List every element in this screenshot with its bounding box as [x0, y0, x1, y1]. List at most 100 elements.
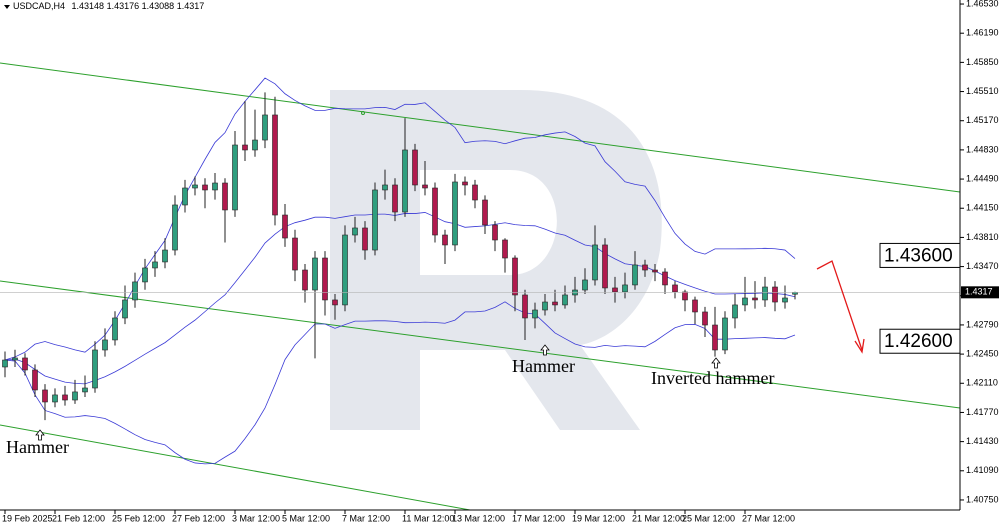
- candle-body: [602, 244, 608, 289]
- candle-body: [132, 281, 138, 301]
- candle-body: [302, 269, 308, 291]
- candle-body: [472, 184, 478, 201]
- candle-body: [662, 271, 668, 286]
- candle-body: [32, 369, 38, 391]
- x-tick-label: 25 Mar 12:00: [682, 513, 735, 523]
- candle-body: [112, 317, 118, 341]
- candle-body: [322, 257, 328, 301]
- candle-body: [122, 299, 128, 319]
- candle-body: [422, 184, 428, 189]
- candle-body: [312, 257, 318, 291]
- candle-body: [352, 227, 358, 236]
- level-label: 1.42600: [884, 331, 953, 352]
- candle-body: [552, 301, 558, 306]
- annotation: Inverted hammer: [651, 368, 774, 388]
- candle-body: [272, 114, 278, 216]
- x-tick-label: 7 Mar 12:00: [342, 513, 390, 523]
- candle-body: [62, 394, 68, 401]
- y-tick-label: 1.44830: [966, 144, 999, 154]
- candle-body: [42, 389, 48, 403]
- x-tick-label: 27 Mar 12:00: [742, 513, 795, 523]
- x-tick-label: 11 Mar 12:00: [402, 513, 454, 523]
- x-tick-label: 3 Mar 12:00: [232, 513, 280, 523]
- candle-body: [632, 264, 638, 286]
- x-tick-label: 27 Feb 12:00: [172, 513, 225, 523]
- header: USDCAD,H4 1.43148 1.43176 1.43088 1.4317: [13, 1, 204, 11]
- y-tick-label: 1.46190: [966, 28, 999, 38]
- open-value: 1.43148: [72, 1, 105, 11]
- candle-body: [562, 294, 568, 306]
- candle-body: [52, 394, 58, 403]
- candle-body: [342, 234, 348, 306]
- candle-body: [242, 144, 248, 151]
- candle-body: [2, 359, 8, 368]
- candle-body: [402, 149, 408, 213]
- candle-body: [772, 286, 778, 303]
- price-label-box: [961, 286, 999, 299]
- x-tick-label: 19 Mar 12:00: [572, 513, 625, 523]
- candle-body: [222, 182, 228, 211]
- annotation: Hammer: [6, 437, 69, 457]
- candle-body: [532, 309, 538, 319]
- price-label: 1.4317: [965, 287, 993, 297]
- candle-body: [142, 267, 148, 283]
- x-tick-label: 25 Feb 12:00: [112, 513, 165, 523]
- candle-body: [692, 299, 698, 313]
- x-tick-label: 5 Mar 12:00: [282, 513, 330, 523]
- annotation-arrow: [35, 429, 45, 441]
- candle-body: [362, 227, 368, 251]
- x-tick-label: 21 Mar 12:00: [632, 513, 685, 523]
- x-tick-label: 17 Mar 12:00: [512, 513, 565, 523]
- channel-line: [0, 62, 961, 193]
- menu-icon[interactable]: [4, 5, 10, 9]
- candle-body: [12, 357, 18, 361]
- candle-body: [722, 317, 728, 351]
- candle-body: [82, 387, 88, 393]
- y-tick-label: 1.46530: [966, 0, 999, 8]
- candle-body: [642, 264, 648, 271]
- candle-body: [652, 269, 658, 273]
- y-tick-label: 1.43470: [966, 261, 999, 271]
- plot: [0, 77, 960, 465]
- candle-body: [92, 349, 98, 389]
- candle-body: [372, 189, 378, 251]
- candle-body: [702, 311, 708, 326]
- close-value: 1.4317: [177, 1, 205, 11]
- candle-body: [502, 239, 508, 259]
- candle-body: [292, 237, 298, 271]
- y-tick-label: 1.45510: [966, 86, 999, 96]
- candle-body: [782, 297, 788, 303]
- x-tick-label: 13 Mar 12:00: [452, 513, 505, 523]
- y-tick-label: 1.43810: [966, 232, 999, 242]
- candle-body: [492, 224, 498, 241]
- candle-body: [282, 214, 288, 239]
- y-tick-label: 1.41770: [966, 407, 999, 417]
- y-tick-label: 1.44150: [966, 203, 999, 213]
- candle-body: [382, 184, 388, 191]
- candle-body: [582, 279, 588, 291]
- anchor-point: [361, 111, 365, 115]
- annotation: Hammer: [512, 356, 575, 376]
- bollinger-lower: [4, 301, 796, 465]
- candle-body: [712, 324, 718, 351]
- channel-line: [0, 424, 471, 511]
- candle-body: [672, 284, 678, 293]
- forecast-arrowhead: [854, 338, 865, 354]
- level-box: [879, 328, 961, 354]
- candle-body: [612, 287, 618, 293]
- candle-body: [212, 182, 218, 191]
- candle-body: [752, 297, 758, 301]
- y-tick-label: 1.45850: [966, 57, 999, 67]
- candle-body: [72, 391, 78, 401]
- y-tick-label: 1.42790: [966, 319, 999, 329]
- channel-line: [0, 280, 961, 409]
- candle-body: [542, 301, 548, 311]
- symbol: USDCAD,H4: [13, 1, 65, 11]
- level-label: 1.43600: [884, 245, 953, 266]
- candle-body: [392, 184, 398, 213]
- candle-body: [622, 284, 628, 293]
- candle-body: [682, 291, 688, 301]
- candle-body: [522, 294, 528, 319]
